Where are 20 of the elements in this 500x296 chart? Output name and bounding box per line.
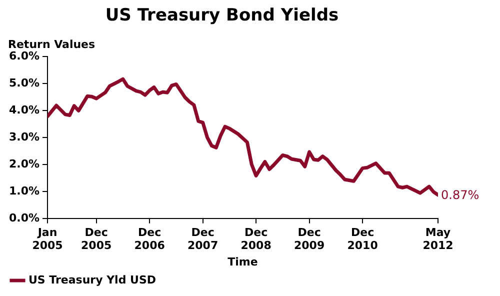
y-tick-label: 5.0% — [8, 76, 40, 90]
x-tick-label: Jan 2005 — [32, 226, 63, 252]
x-tick-label: Dec 2010 — [347, 226, 378, 252]
y-tick-label: 0.0% — [8, 211, 40, 224]
y-tick-label: 2.0% — [8, 157, 40, 170]
legend-label: US Treasury Yld USD — [28, 273, 156, 286]
x-tick-label: Dec 2009 — [294, 226, 325, 252]
x-axis-title: Time — [228, 255, 258, 268]
x-tick-label: Dec 2007 — [188, 226, 218, 252]
y-tick-label: 3.0% — [8, 130, 40, 144]
y-tick-label: 4.0% — [8, 103, 40, 116]
x-tick-label: Dec 2006 — [134, 226, 166, 252]
chart-title: US Treasury Bond Yields — [105, 6, 339, 26]
y-axis-title: Return Values — [8, 38, 96, 51]
x-tick-label: May 2012 — [422, 226, 454, 252]
y-tick-label: 6.0% — [8, 49, 40, 62]
y-tick-label: 1.0% — [8, 184, 40, 198]
annotation: 0.87% — [441, 188, 480, 202]
x-tick-label: Dec 2008 — [240, 226, 272, 252]
x-tick-label: Dec 2005 — [81, 226, 112, 252]
